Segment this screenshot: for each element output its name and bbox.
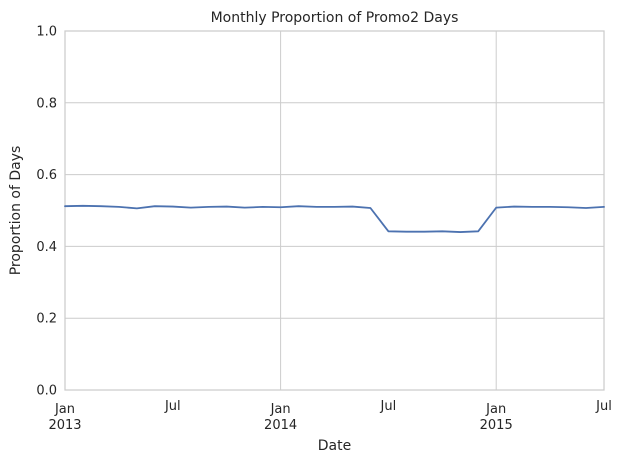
y-tick-label: 1.0 (36, 25, 57, 40)
x-tick-label: Jul (164, 399, 181, 414)
x-tick-label: Jan (485, 402, 506, 417)
data-series (64, 204, 605, 233)
y-tick-labels: 0.0 0.2 0.4 0.6 0.8 1.0 (36, 25, 57, 399)
series-line (64, 204, 605, 233)
y-tick-label: 0.6 (36, 168, 57, 183)
x-tick-label: Jan (54, 402, 75, 417)
x-tick-year-label: 2013 (48, 418, 81, 433)
y-tick-label: 0.4 (36, 240, 57, 255)
x-tick-year-label: 2015 (480, 418, 513, 433)
x-tick-year-label: 2014 (264, 418, 297, 433)
x-tick-label: Jan (270, 402, 291, 417)
grid-lines (64, 30, 604, 391)
plot-area-frame (64, 30, 605, 391)
chart-title: Monthly Proportion of Promo2 Days (211, 10, 459, 26)
x-axis-label: Date (318, 438, 351, 454)
y-tick-label: 0.0 (36, 384, 57, 399)
y-tick-label: 0.8 (36, 96, 57, 111)
x-tick-label: Jul (595, 399, 612, 414)
x-tick-label: Jul (380, 399, 397, 414)
y-axis-label: Proportion of Days (8, 146, 24, 276)
y-tick-label: 0.2 (36, 312, 57, 327)
